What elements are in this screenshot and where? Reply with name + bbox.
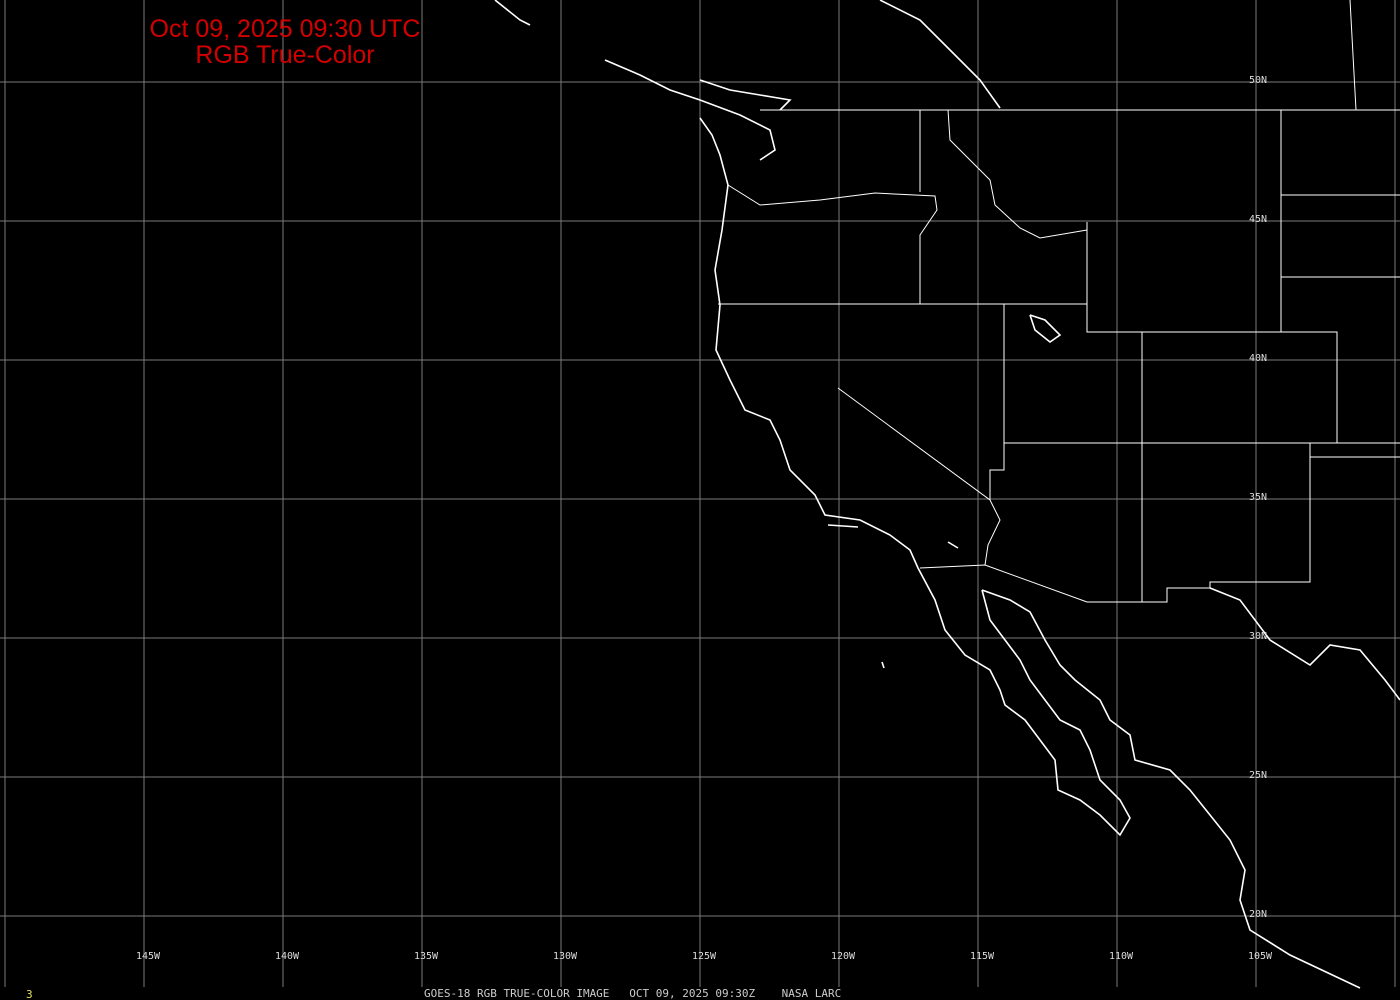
- lat-label: 35N: [1249, 492, 1268, 503]
- coastlines: [494, 0, 1400, 989]
- islands-south: [881, 661, 885, 669]
- lat-label: 20N: [1249, 909, 1268, 920]
- province-border: [1349, 0, 1357, 111]
- rivers-north: [879, 0, 1001, 109]
- lon-label: 120W: [830, 951, 856, 962]
- map-title-product: RGB True-Color: [195, 41, 375, 69]
- lon-label: 125W: [691, 951, 717, 962]
- lon-label: 105W: [1247, 951, 1273, 962]
- channel-islands: [827, 524, 859, 528]
- lon-label: 110W: [1108, 951, 1134, 962]
- lat-label: 40N: [1249, 353, 1268, 364]
- image-caption: GOES-18 RGB TRUE-COLOR IMAGE OCT 09, 202…: [424, 987, 842, 1000]
- mexico-inland-line: [1209, 587, 1400, 701]
- wyoming-border: [1086, 222, 1338, 443]
- lon-label: 145W: [135, 951, 161, 962]
- bc-mainland: [699, 79, 792, 111]
- salton-sea: [947, 541, 959, 549]
- lat-label: 30N: [1249, 631, 1268, 642]
- oregon-washington-border: [727, 184, 938, 304]
- lat-label: 45N: [1249, 214, 1268, 225]
- lon-label: 135W: [413, 951, 439, 962]
- nevada-east-border: [989, 304, 1005, 500]
- lat-label: 25N: [1249, 770, 1268, 781]
- bc-coast: [494, 0, 531, 26]
- us-mexico-border: [919, 564, 1210, 603]
- frame-number: 3: [26, 988, 33, 1000]
- map-title-datetime: Oct 09, 2025 09:30 UTC: [149, 15, 421, 43]
- lon-label: 115W: [969, 951, 995, 962]
- idaho-montana-border: [947, 109, 1088, 239]
- california-nevada-border: [837, 387, 1001, 566]
- lon-label: 130W: [552, 951, 578, 962]
- west-coast: [699, 117, 1131, 837]
- lon-label: 140W: [274, 951, 300, 962]
- lat-label: 50N: [1249, 75, 1268, 86]
- great-salt-lake: [1029, 314, 1062, 343]
- state-borders: [718, 0, 1400, 603]
- vancouver-island: [604, 59, 776, 161]
- arizona-newmexico-border: [1209, 443, 1311, 588]
- gulf-mainland-coast: [981, 589, 1361, 989]
